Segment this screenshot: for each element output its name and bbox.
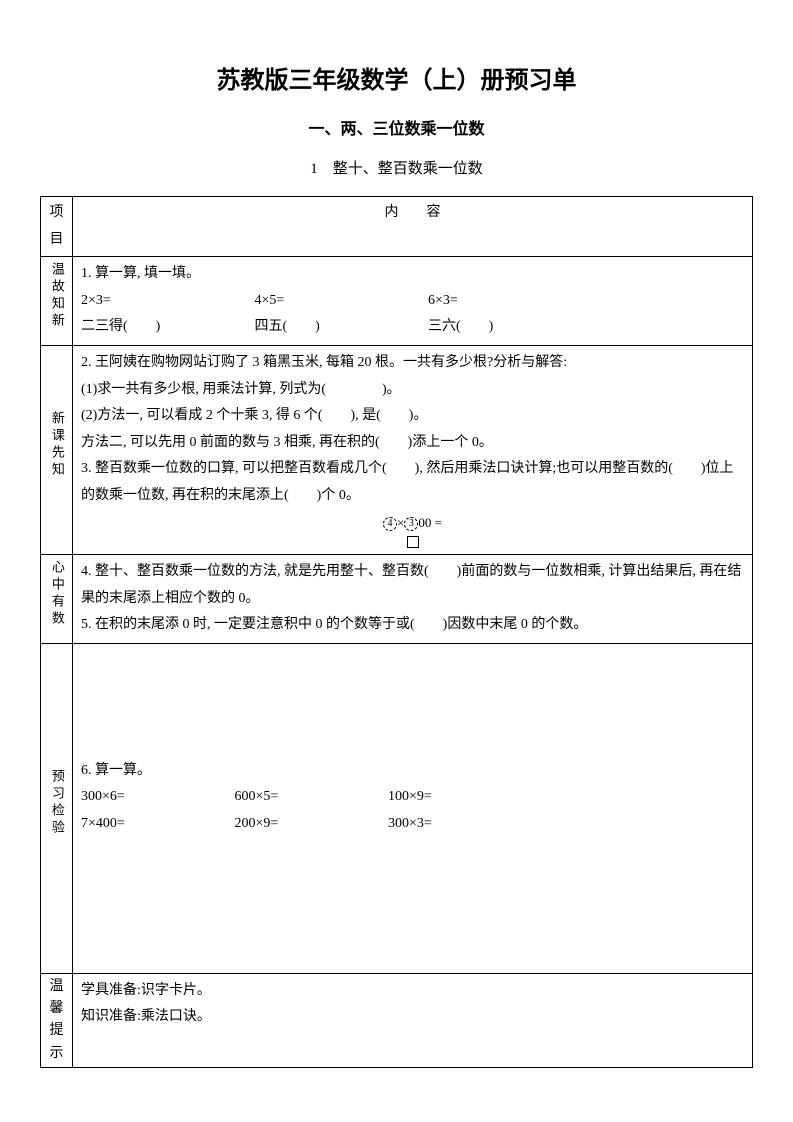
row-content: 学具准备:识字卡片。 知识准备:乘法口诀。 — [73, 973, 753, 1068]
row-wengu: 温故知新 1. 算一算, 填一填。 2×3= 4×5= 6×3= 二三得( ) … — [41, 257, 753, 346]
row-wenxin: 温馨提示 学具准备:识字卡片。 知识准备:乘法口诀。 — [41, 973, 753, 1068]
line: 3. 整百数乘一位数的口算, 可以把整百数看成几个( ), 然后用乘法口诀计算;… — [81, 456, 744, 509]
line: 5. 在积的末尾添 0 时, 一定要注意积中 0 的个数等于或( )因数中末尾 … — [81, 612, 744, 639]
row-content: 6. 算一算。 300×6= 600×5= 100×9= 7×400= 200×… — [73, 643, 753, 973]
section-heading: 1 整十、整百数乘一位数 — [40, 157, 753, 178]
row-label: 心中有数 — [41, 554, 73, 643]
line: 1. 算一算, 填一填。 — [81, 261, 744, 288]
square-icon — [407, 536, 419, 548]
page-title: 苏教版三年级数学（上）册预习单 — [40, 60, 753, 95]
row-content: 1. 算一算, 填一填。 2×3= 4×5= 6×3= 二三得( ) 四五( )… — [73, 257, 753, 346]
row-xinzhong: 心中有数 4. 整十、整百数乘一位数的方法, 就是先用整十、整百数( )前面的数… — [41, 554, 753, 643]
line: 4. 整十、整百数乘一位数的方法, 就是先用整十、整百数( )前面的数与一位数相… — [81, 559, 744, 612]
line: 6. 算一算。 — [81, 758, 744, 785]
fill-line: 二三得( ) 四五( ) 三六( ) — [81, 314, 744, 341]
row-xinke: 新课先知 2. 王阿姨在购物网站订购了 3 箱黑玉米, 每箱 20 根。一共有多… — [41, 345, 753, 554]
header-col1: 项目 — [41, 197, 73, 257]
row-label: 新课先知 — [41, 345, 73, 554]
row-yuxi: 预习检验 6. 算一算。 300×6= 600×5= 100×9= 7×400=… — [41, 643, 753, 973]
row-content: 4. 整十、整百数乘一位数的方法, 就是先用整十、整百数( )前面的数与一位数相… — [73, 554, 753, 643]
row-label: 预习检验 — [41, 643, 73, 973]
row-label: 温故知新 — [41, 257, 73, 346]
line: 学具准备:识字卡片。 — [81, 978, 744, 1005]
line: (2)方法一, 可以看成 2 个十乘 3, 得 6 个( ), 是( )。 — [81, 403, 744, 430]
equation-line: 300×6= 600×5= 100×9= — [81, 784, 744, 811]
equation-line: 7×400= 200×9= 300×3= — [81, 811, 744, 838]
page-subtitle: 一、两、三位数乘一位数 — [40, 115, 753, 139]
row-content: 2. 王阿姨在购物网站订购了 3 箱黑玉米, 每箱 20 根。一共有多少根?分析… — [73, 345, 753, 554]
line: 2. 王阿姨在购物网站订购了 3 箱黑玉米, 每箱 20 根。一共有多少根?分析… — [81, 350, 744, 377]
worksheet-table: 项目 内 容 温故知新 1. 算一算, 填一填。 2×3= 4×5= 6×3= … — [40, 196, 753, 1068]
equation-line: 2×3= 4×5= 6×3= — [81, 288, 744, 315]
line: 知识准备:乘法口诀。 — [81, 1004, 744, 1031]
table-header-row: 项目 内 容 — [41, 197, 753, 257]
calc-diagram: 4×300 = — [81, 514, 744, 550]
dotted-circle-icon: 3 — [404, 517, 418, 531]
line: 方法二, 可以先用 0 前面的数与 3 相乘, 再在积的( )添上一个 0。 — [81, 430, 744, 457]
line: (1)求一共有多少根, 用乘法计算, 列式为( )。 — [81, 377, 744, 404]
header-col2: 内 容 — [73, 197, 753, 257]
row-label: 温馨提示 — [41, 973, 73, 1068]
dotted-circle-icon: 4 — [383, 517, 397, 531]
